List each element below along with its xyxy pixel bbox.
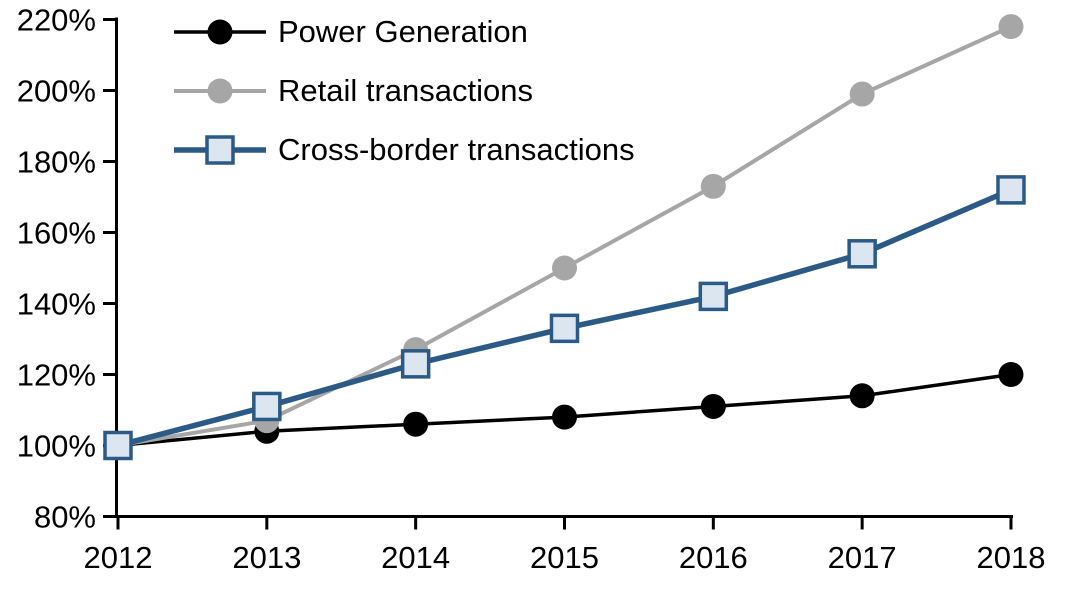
legend-item-power-generation: Power Generation — [172, 2, 635, 61]
legend-marker-sample — [207, 78, 233, 103]
series-cross-border-transactions-marker — [400, 349, 431, 379]
series-retail-transactions-marker — [998, 14, 1024, 40]
series-cross-border-transactions-marker — [103, 430, 133, 461]
x-axis-tick-label: 2016 — [679, 540, 748, 575]
x-axis-tick-label: 2013 — [232, 540, 301, 575]
y-axis-tick-label: 220% — [17, 3, 96, 38]
series-power-generation-marker — [849, 383, 875, 409]
series-cross-border-transactions-marker — [996, 175, 1026, 205]
legend-marker-sample — [205, 134, 235, 165]
y-axis-tick-label: 140% — [17, 287, 96, 322]
legend-label-cross-border-transactions: Cross-border transactions — [278, 132, 635, 167]
series-power-generation-marker — [700, 393, 726, 419]
x-axis-tick-label: 2018 — [976, 540, 1045, 575]
x-axis-tick-label: 2012 — [84, 540, 153, 575]
series-power-generation-marker — [551, 404, 577, 430]
y-axis-tick-label: 80% — [34, 500, 96, 535]
series-cross-border-transactions-marker — [549, 313, 580, 344]
legend-marker-sample — [207, 19, 233, 44]
series-cross-border-transactions-marker — [698, 281, 729, 312]
retail-transactions-line-swatch-icon — [174, 78, 266, 103]
y-axis-tick-label: 120% — [17, 358, 96, 393]
cross-border-transactions-line-swatch-icon — [174, 134, 266, 165]
chart-legend: Power Generation Retail transactions Cro… — [172, 2, 635, 179]
series-retail-transactions-marker — [551, 255, 577, 281]
series-cross-border-transactions-marker — [252, 391, 282, 422]
y-axis-tick-label: 200% — [17, 74, 96, 109]
y-axis-tick-label: 180% — [17, 145, 96, 180]
series-retail-transactions-marker — [849, 81, 875, 107]
legend-item-retail-transactions: Retail transactions — [172, 61, 635, 120]
legend-label-retail-transactions: Retail transactions — [278, 73, 534, 108]
legend-label-power-generation: Power Generation — [278, 14, 528, 49]
x-axis-tick-label: 2015 — [530, 540, 599, 575]
y-axis-tick-label: 160% — [17, 216, 96, 251]
series-retail-transactions-marker — [700, 173, 726, 199]
x-axis-tick-label: 2014 — [381, 540, 450, 575]
legend-item-cross-border-transactions: Cross-border transactions — [172, 120, 635, 179]
x-axis-tick-label: 2017 — [828, 540, 897, 575]
series-power-generation-marker — [998, 362, 1024, 387]
power-generation-line-swatch-icon — [174, 19, 266, 44]
y-axis-tick-label: 100% — [17, 429, 96, 464]
series-power-generation-marker — [403, 411, 429, 437]
series-cross-border-transactions-marker — [847, 239, 877, 269]
